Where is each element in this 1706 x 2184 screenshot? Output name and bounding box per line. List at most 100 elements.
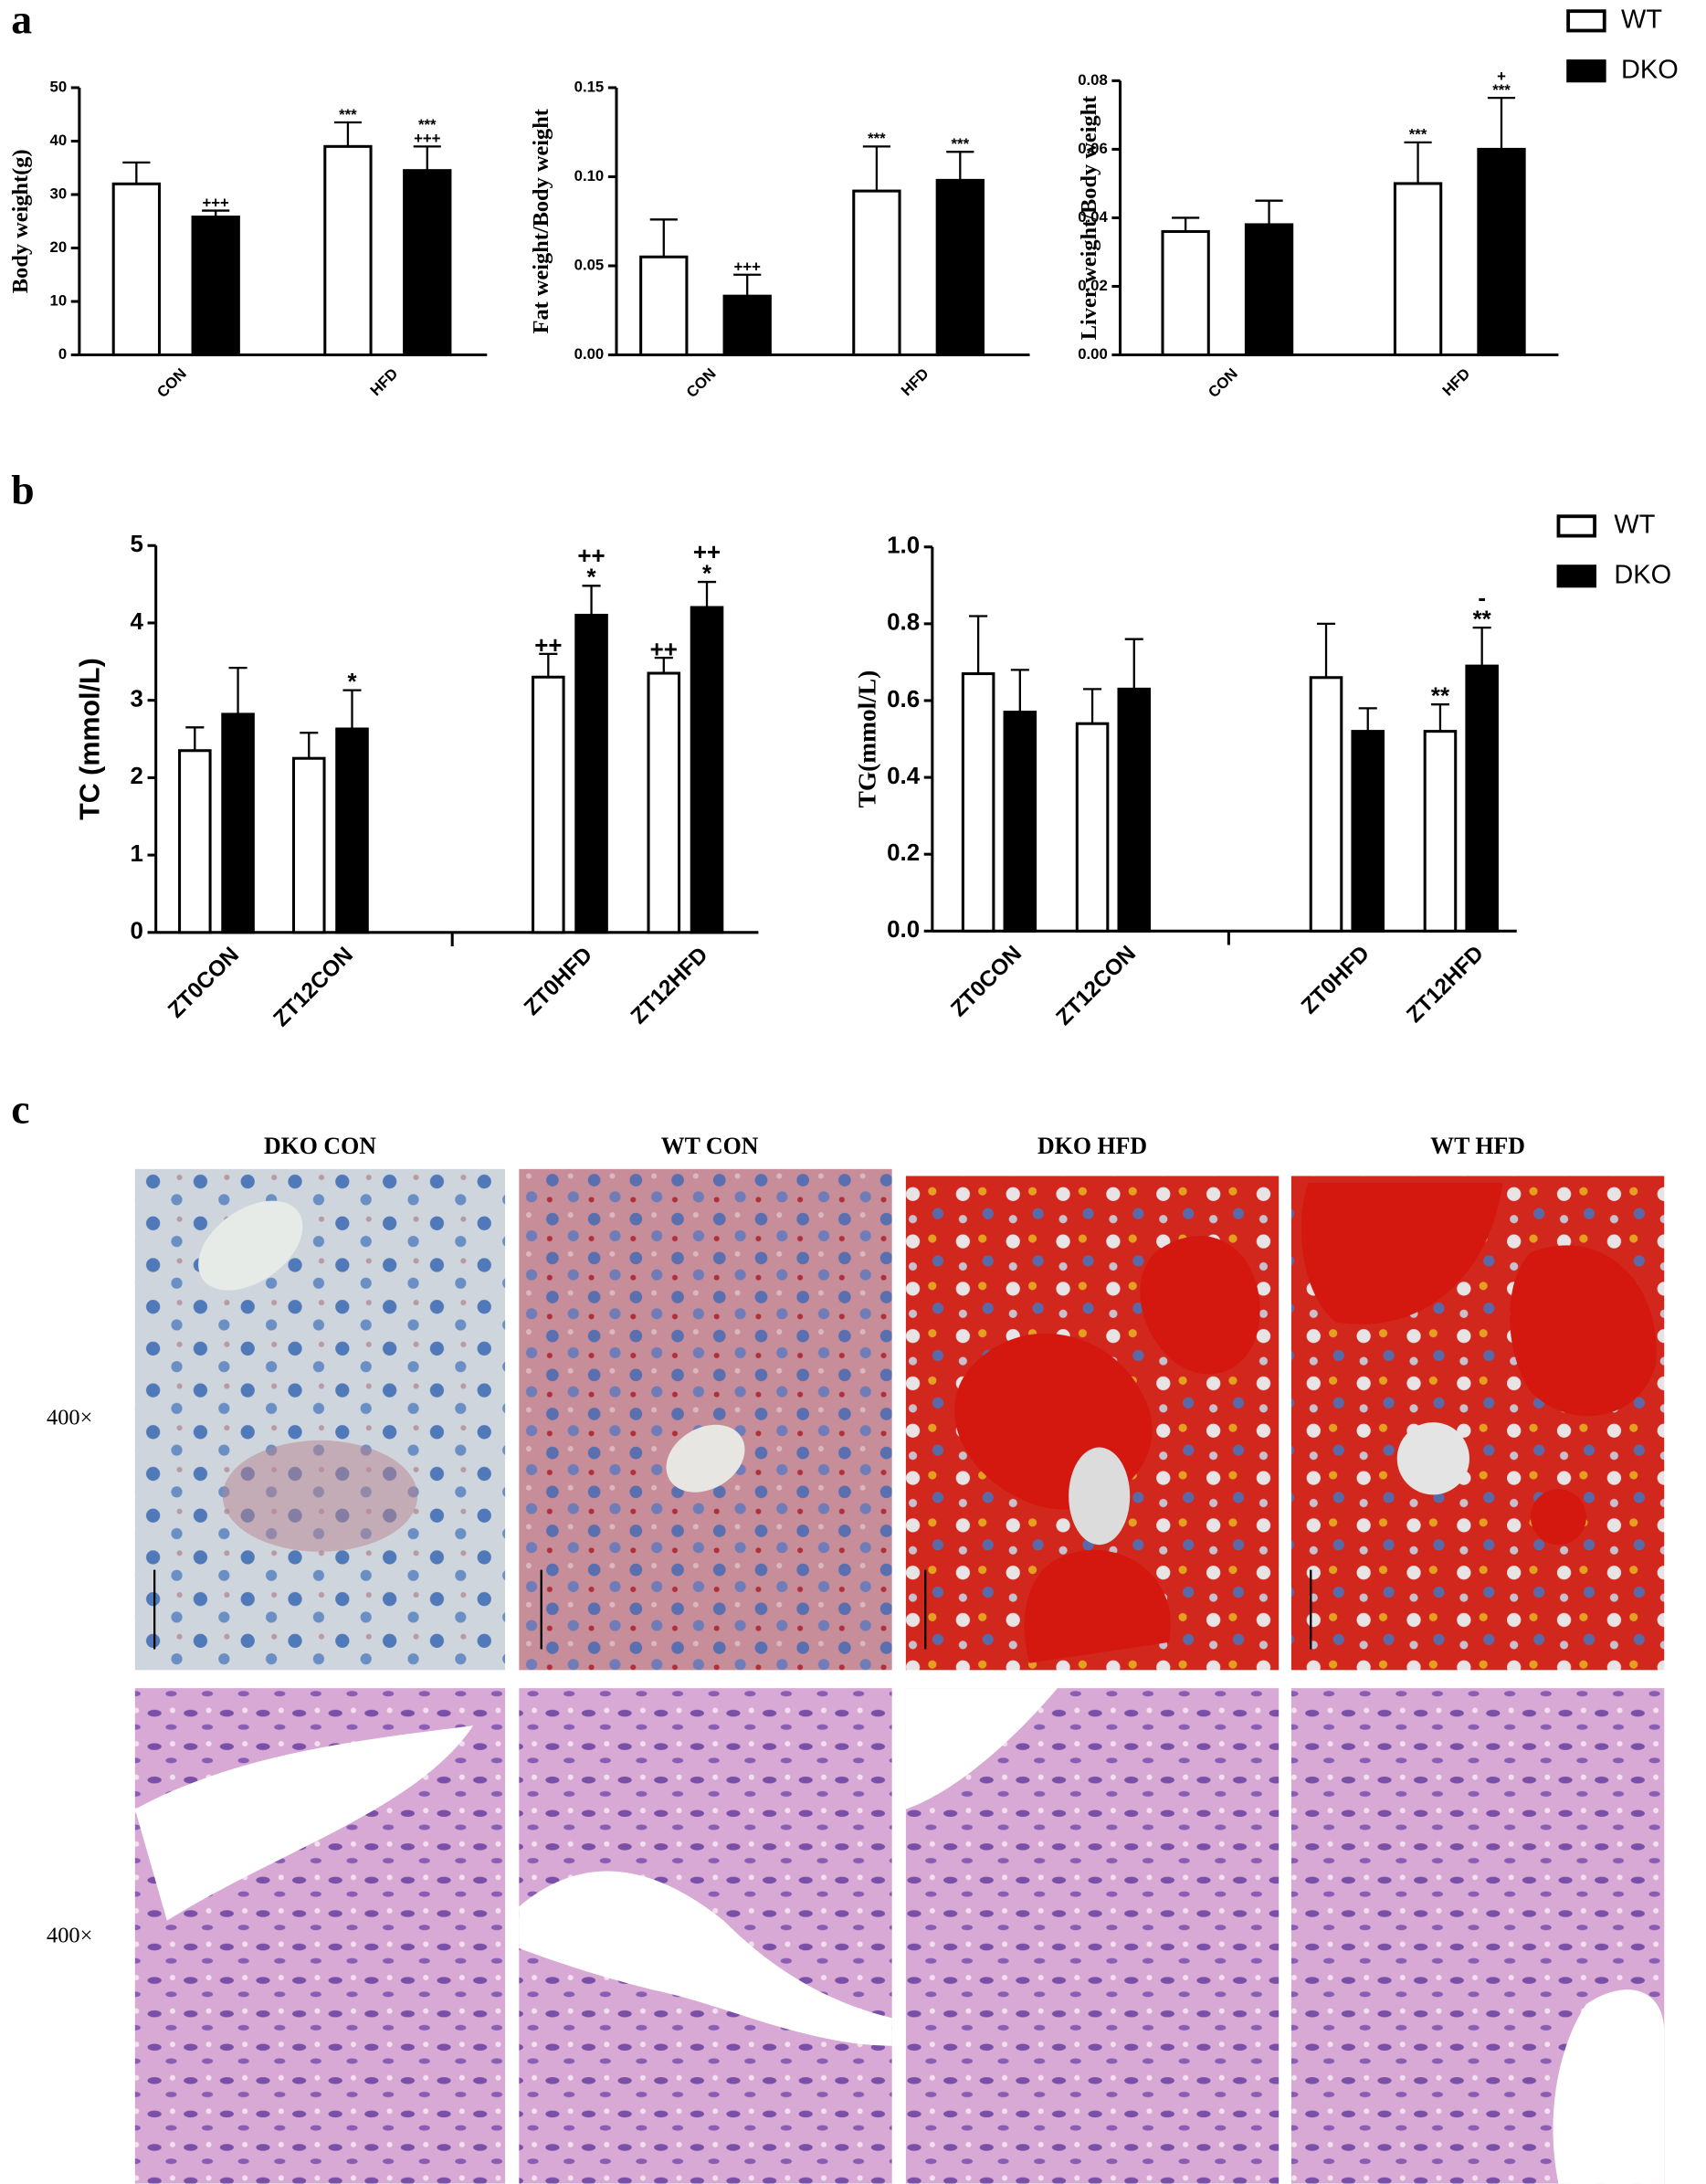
y-axis-label: TC (mmol/L) — [75, 658, 106, 820]
y-tick-label: 0.4 — [887, 764, 921, 789]
y-tick-label: 0.15 — [574, 78, 605, 95]
y-tick-label: 5 — [131, 532, 143, 557]
row-label: 400× — [47, 1406, 92, 1430]
legend-label: DKO — [1614, 560, 1671, 589]
column-header: WT HFD — [1430, 1133, 1525, 1159]
x-tick-label: ZT0CON — [163, 943, 244, 1023]
panel-label: b — [11, 466, 34, 512]
x-tick-label: HFD — [898, 364, 932, 399]
significance-label: *** — [1492, 81, 1511, 99]
bar — [178, 749, 212, 934]
bar — [1351, 730, 1385, 933]
significance-label: ++ — [650, 637, 678, 662]
significance-label: + — [1497, 68, 1506, 85]
significance-label: ** — [1473, 607, 1492, 632]
lipid-droplet — [1024, 1549, 1171, 1663]
y-tick-label: 1 — [131, 841, 143, 867]
vessel — [666, 1424, 745, 1493]
bar — [403, 169, 452, 357]
bar — [1423, 730, 1458, 933]
y-tick-label: 4 — [131, 609, 144, 635]
y-tick-label: 0.10 — [574, 167, 605, 185]
y-tick-label: 0.00 — [1078, 345, 1108, 363]
bar — [639, 255, 689, 357]
legend-label: DKO — [1621, 55, 1679, 84]
column-header: DKO HFD — [1037, 1133, 1147, 1159]
lipid-droplet — [1301, 1183, 1503, 1324]
y-axis-label: TG(mmol/L) — [854, 670, 881, 808]
y-tick-label: 0.0 — [887, 917, 920, 943]
x-tick-label: ZT0HFD — [1297, 941, 1374, 1018]
legend-label: WT — [1614, 511, 1655, 540]
bar — [852, 189, 901, 357]
bar — [335, 727, 369, 934]
x-tick-label: ZT12HFD — [1402, 941, 1489, 1028]
legend-swatch — [1566, 59, 1606, 83]
bar — [221, 712, 255, 934]
significance-label: ++ — [534, 633, 562, 659]
x-tick-label: ZT12HFD — [627, 943, 713, 1029]
y-tick-label: 0.02 — [1078, 277, 1108, 294]
bar — [1477, 147, 1526, 357]
micrograph — [519, 1168, 892, 1671]
vessel — [1396, 1422, 1469, 1495]
significance-label: - — [1478, 586, 1486, 611]
y-tick-label: 0.00 — [574, 345, 605, 363]
bar — [1244, 223, 1294, 357]
bar — [1075, 722, 1110, 933]
bar — [111, 182, 162, 357]
bar — [1465, 664, 1499, 933]
x-tick-label: HFD — [367, 364, 402, 399]
x-tick-label: CON — [153, 364, 190, 401]
significance-label: *** — [418, 116, 437, 133]
y-axis-label: Body weight(g) — [8, 149, 33, 293]
bar — [1393, 182, 1443, 357]
bar — [722, 294, 772, 357]
significance-label: * — [702, 561, 712, 586]
y-tick-label: 1.0 — [887, 533, 920, 559]
y-axis-label: Fat weight/Body weight — [529, 109, 553, 333]
bar — [532, 675, 565, 934]
y-tick-label: 0.6 — [887, 687, 920, 712]
bar — [191, 216, 240, 357]
significance-label: *** — [339, 106, 357, 123]
significance-label: *** — [952, 135, 970, 153]
y-tick-label: 50 — [50, 78, 68, 95]
significance-label: +++ — [734, 258, 762, 276]
x-tick-label: CON — [683, 364, 720, 401]
y-tick-label: 30 — [50, 185, 68, 202]
significance-label: ++ — [693, 540, 721, 565]
significance-label: * — [587, 565, 597, 591]
vessel — [198, 1200, 303, 1291]
bar — [1161, 229, 1210, 357]
bar — [961, 672, 995, 933]
legend-swatch — [1556, 514, 1596, 538]
lumen — [134, 1725, 474, 1921]
x-tick-label: ZT0HFD — [520, 943, 597, 1020]
x-tick-label: CON — [1205, 364, 1241, 401]
x-tick-label: ZT12CON — [269, 943, 358, 1032]
legend-label: WT — [1621, 5, 1662, 34]
y-tick-label: 0 — [58, 345, 67, 363]
y-tick-label: 0.04 — [1078, 208, 1108, 226]
bar — [690, 606, 724, 934]
panel-label: c — [11, 1085, 29, 1132]
lipid-droplet — [1530, 1489, 1586, 1546]
y-tick-label: 40 — [50, 132, 68, 149]
y-tick-label: 0 — [131, 919, 143, 944]
bar — [1117, 687, 1152, 933]
significance-label: +++ — [414, 130, 441, 147]
y-tick-label: 0.08 — [1078, 71, 1108, 89]
x-tick-label: HFD — [1439, 364, 1474, 399]
legend-swatch — [1566, 9, 1606, 33]
significance-label: * — [347, 670, 357, 695]
x-tick-label: ZT12CON — [1051, 941, 1141, 1030]
y-tick-label: 10 — [50, 291, 68, 309]
stain — [222, 1440, 418, 1552]
y-axis-label: Liver weight/Body weight — [1077, 96, 1101, 341]
significance-label: *** — [868, 130, 886, 147]
y-tick-label: 0.05 — [574, 256, 605, 273]
bar — [647, 671, 681, 934]
y-tick-label: 3 — [131, 687, 143, 712]
